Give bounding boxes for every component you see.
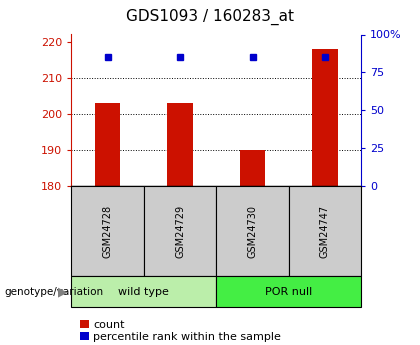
Text: GSM24730: GSM24730 <box>247 205 257 258</box>
Bar <box>168 103 193 186</box>
Bar <box>216 276 361 307</box>
Text: GSM24747: GSM24747 <box>320 205 330 258</box>
Text: percentile rank within the sample: percentile rank within the sample <box>93 332 281 342</box>
Bar <box>289 186 361 276</box>
Bar <box>71 186 144 276</box>
Bar <box>95 103 120 186</box>
Text: GSM24729: GSM24729 <box>175 205 185 258</box>
Bar <box>312 49 338 186</box>
Bar <box>144 186 216 276</box>
Text: wild type: wild type <box>118 287 169 296</box>
Bar <box>71 276 216 307</box>
Bar <box>216 186 289 276</box>
Text: ▶: ▶ <box>58 285 68 298</box>
Text: count: count <box>93 320 125 330</box>
Text: genotype/variation: genotype/variation <box>4 287 103 296</box>
Bar <box>240 150 265 186</box>
Text: GDS1093 / 160283_at: GDS1093 / 160283_at <box>126 9 294 25</box>
Text: POR null: POR null <box>265 287 312 296</box>
Text: GSM24728: GSM24728 <box>102 205 113 258</box>
